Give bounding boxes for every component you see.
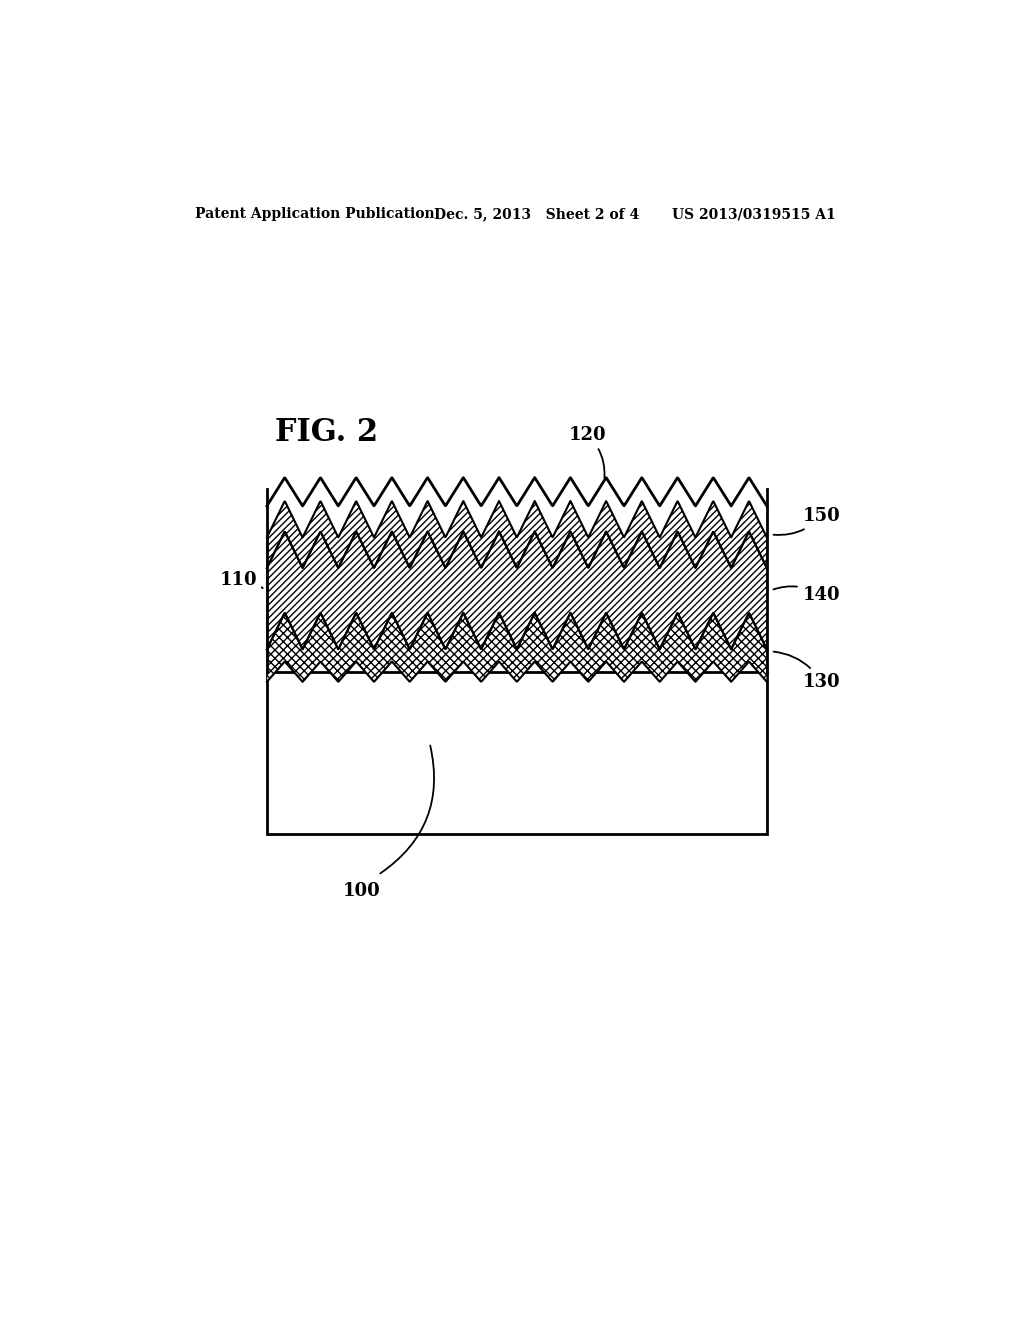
Polygon shape — [267, 532, 767, 649]
Polygon shape — [267, 478, 767, 537]
Text: 120: 120 — [568, 426, 606, 478]
Bar — [267, 672, 767, 834]
Text: 110: 110 — [219, 572, 263, 589]
Polygon shape — [267, 612, 767, 682]
Text: FIG. 2: FIG. 2 — [274, 417, 378, 447]
Text: 150: 150 — [773, 507, 841, 535]
Text: Patent Application Publication: Patent Application Publication — [196, 207, 435, 222]
Text: 100: 100 — [343, 882, 381, 900]
Text: Dec. 5, 2013   Sheet 2 of 4: Dec. 5, 2013 Sheet 2 of 4 — [433, 207, 639, 222]
Text: 140: 140 — [773, 586, 840, 605]
Polygon shape — [267, 502, 767, 568]
Text: US 2013/0319515 A1: US 2013/0319515 A1 — [672, 207, 836, 222]
Text: 130: 130 — [773, 652, 840, 690]
